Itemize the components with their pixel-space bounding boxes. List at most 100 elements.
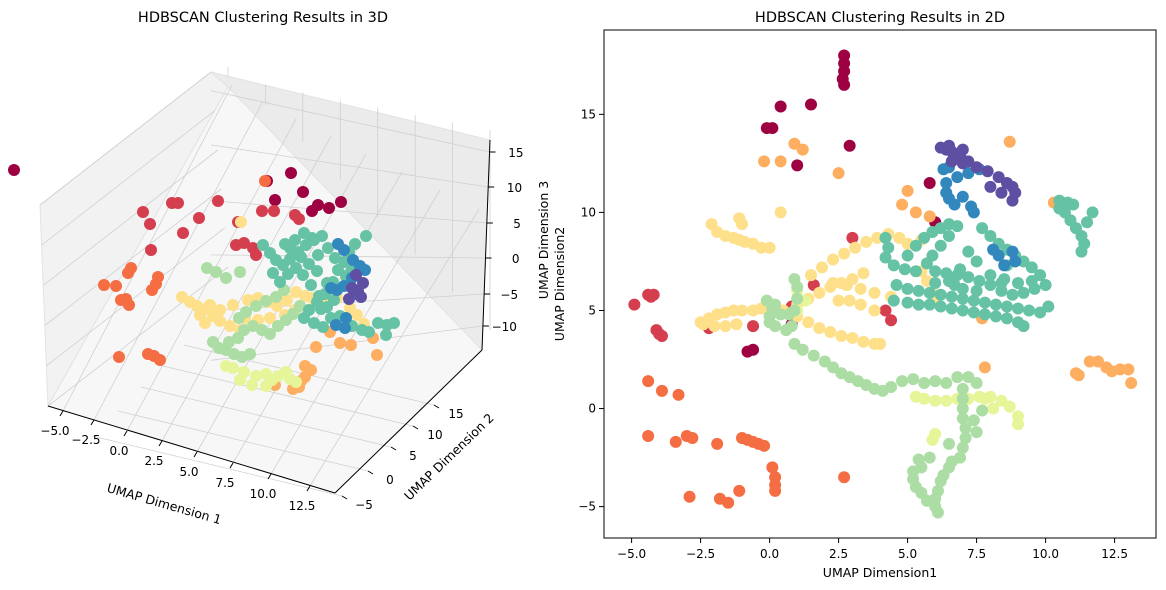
scatter-point-2d: [901, 184, 914, 197]
scatter-point-3d: [285, 167, 297, 179]
scatter-point-2d: [885, 314, 898, 327]
scatter-point-2d: [857, 267, 870, 280]
scatter-point-2d: [978, 296, 991, 309]
y-tick-label-2d: 5: [588, 303, 596, 317]
x-tick-mark-3d: [306, 485, 311, 492]
scatter-point-3d: [268, 205, 280, 217]
scatter-point-2d: [956, 382, 969, 395]
scatter-point-3d: [201, 262, 213, 274]
scatter-point-2d: [1083, 355, 1096, 368]
scatter-point-2d: [816, 261, 829, 274]
scatter-point-2d: [1012, 277, 1024, 290]
y-axis-label-2d: UMAP Dimension2: [552, 227, 567, 341]
scatter-point-2d: [918, 377, 931, 390]
x-tick-label-3d: 10.0: [250, 487, 277, 501]
scatter-point-3d: [266, 374, 278, 386]
scatter-point-2d: [835, 329, 848, 342]
x-tick-label-2d: 7.5: [967, 547, 986, 561]
scatter-point-2d: [871, 231, 884, 244]
scatter-point-2d: [1125, 377, 1138, 390]
z-tick-label-3d: 15: [508, 146, 523, 160]
scatter-point-2d: [923, 286, 936, 299]
scatter-point-2d: [796, 143, 809, 156]
scatter-point-2d: [1034, 306, 1047, 319]
x-tick-mark-3d: [59, 410, 64, 417]
x-tick-label-2d: −5.0: [617, 547, 646, 561]
scatter-point-3d: [267, 267, 279, 279]
x-tick-mark-3d: [193, 451, 198, 458]
scatter-point-2d: [785, 320, 798, 333]
left-gridline-3d: [44, 188, 222, 326]
scatter-point-2d: [1006, 288, 1019, 301]
scatter-point-2d: [951, 371, 964, 384]
scatter-point-3d: [313, 290, 325, 302]
z-tick-label-3d: −10: [492, 320, 517, 334]
scatter-point-3d: [290, 286, 302, 298]
scatter-point-2d: [962, 371, 975, 384]
z-tick-label-3d: 5: [513, 217, 521, 231]
scatter-point-3d: [322, 242, 334, 254]
scatter-point-2d: [868, 286, 881, 299]
scatter-point-2d: [981, 165, 994, 178]
scatter-point-2d: [813, 286, 826, 299]
scatter-point-2d: [970, 161, 983, 174]
scatter-point-2d: [956, 304, 969, 317]
scatter-point-3d: [287, 308, 299, 320]
scatter-point-2d: [943, 437, 955, 450]
scatter-point-2d: [978, 392, 991, 405]
scatter-point-3d: [260, 295, 272, 307]
scatter-point-3d: [363, 326, 375, 338]
y-tick-mark-3d: [390, 446, 397, 451]
scatter-point-2d: [763, 241, 776, 254]
scatter-point-3d: [250, 300, 262, 312]
x-tick-label-3d: −5.0: [40, 424, 69, 438]
scatter-point-2d: [755, 241, 768, 254]
y-tick-mark-3d: [433, 404, 440, 409]
scatter-point-3d: [380, 329, 392, 341]
scatter-point-2d: [1003, 135, 1016, 148]
scatter-point-3d: [338, 256, 350, 268]
scatter-point-2d: [940, 394, 953, 407]
scatter-point-2d: [722, 496, 735, 509]
x-tick-mark-3d: [267, 473, 272, 480]
scatter-point-2d: [929, 394, 942, 407]
scatter-point-3d: [214, 315, 226, 327]
scatter-point-2d: [1072, 369, 1085, 382]
scatter-point-3d: [115, 294, 127, 306]
scatter-point-3d: [250, 249, 262, 261]
scatter-point-2d: [642, 430, 655, 443]
scatter-point-2d: [769, 320, 782, 333]
x-axis-label-3d: UMAP Dimension 1: [105, 480, 223, 527]
chart-2d-title: HDBSCAN Clustering Results in 2D: [755, 10, 1005, 26]
scatter-point-2d: [849, 241, 862, 254]
scatter-point-2d: [791, 159, 804, 172]
scatter-point-3d: [281, 294, 293, 306]
scatter-point-3d: [310, 341, 322, 353]
scatter-point-2d: [995, 277, 1008, 290]
scatter-point-3d: [269, 194, 281, 206]
chart-3d: HDBSCAN Clustering Results in 3D −5.0−2.…: [8, 10, 551, 527]
scatter-point-2d: [788, 337, 801, 350]
scatter-point-2d: [1081, 216, 1093, 229]
scatter-point-2d: [940, 377, 953, 390]
scatter-point-2d: [846, 331, 859, 344]
scatter-point-3d: [303, 258, 315, 270]
points-2d: [628, 49, 1138, 519]
scatter-point-2d: [628, 298, 641, 311]
scatter-point-2d: [962, 167, 975, 180]
scatter-point-3d: [177, 227, 189, 239]
scatter-point-3d: [234, 266, 246, 278]
y-tick-mark-3d: [367, 470, 374, 475]
scatter-point-3d: [284, 253, 296, 265]
scatter-point-2d: [807, 349, 820, 362]
plot-area-2d: [603, 29, 1157, 539]
left-gridline-3d: [46, 227, 225, 367]
scatter-point-2d: [934, 475, 947, 488]
scatter-point-2d: [943, 229, 955, 242]
scatter-point-3d: [311, 265, 323, 277]
scatter-point-2d: [805, 269, 817, 282]
scatter-point-3d: [235, 216, 247, 228]
x-axis-line: [47, 405, 336, 494]
scatter-point-2d: [1023, 304, 1036, 317]
